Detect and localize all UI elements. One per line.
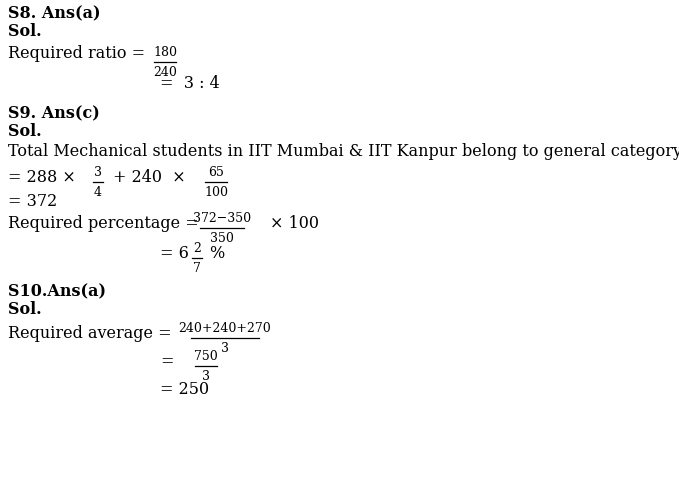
Text: = 372: = 372: [8, 193, 57, 210]
Text: 3: 3: [221, 342, 229, 354]
Text: Total Mechanical students in IIT Mumbai & IIT Kanpur belong to general category: Total Mechanical students in IIT Mumbai …: [8, 143, 679, 160]
Text: 7: 7: [193, 262, 201, 275]
Text: 3: 3: [94, 165, 102, 178]
Text: 4: 4: [94, 185, 102, 199]
Text: Required percentage =: Required percentage =: [8, 215, 204, 232]
Text: 240+240+270: 240+240+270: [179, 322, 272, 335]
Text: 350: 350: [210, 231, 234, 244]
Text: 3: 3: [202, 369, 210, 383]
Text: × 100: × 100: [270, 215, 319, 232]
Text: = 250: = 250: [160, 381, 209, 398]
Text: + 240  ×: + 240 ×: [113, 169, 185, 186]
Text: = 6: = 6: [160, 245, 189, 262]
Text: %: %: [209, 245, 224, 262]
Text: =: =: [160, 353, 174, 370]
Text: 180: 180: [153, 45, 177, 58]
Text: Sol.: Sol.: [8, 301, 41, 318]
Text: Sol.: Sol.: [8, 123, 41, 140]
Text: Required average =: Required average =: [8, 325, 177, 342]
Text: 240: 240: [153, 66, 177, 79]
Text: Sol.: Sol.: [8, 23, 41, 40]
Text: Required ratio =: Required ratio =: [8, 45, 150, 62]
Text: 372−350: 372−350: [193, 212, 251, 224]
Text: =  3 : 4: = 3 : 4: [160, 75, 220, 92]
Text: 750: 750: [194, 349, 218, 362]
Text: 100: 100: [204, 185, 228, 199]
Text: S10.Ans(a): S10.Ans(a): [8, 283, 106, 300]
Text: = 288 ×: = 288 ×: [8, 169, 76, 186]
Text: S9. Ans(c): S9. Ans(c): [8, 105, 100, 122]
Text: S8. Ans(a): S8. Ans(a): [8, 5, 100, 22]
Text: 2: 2: [193, 241, 201, 255]
Text: 65: 65: [208, 165, 224, 178]
